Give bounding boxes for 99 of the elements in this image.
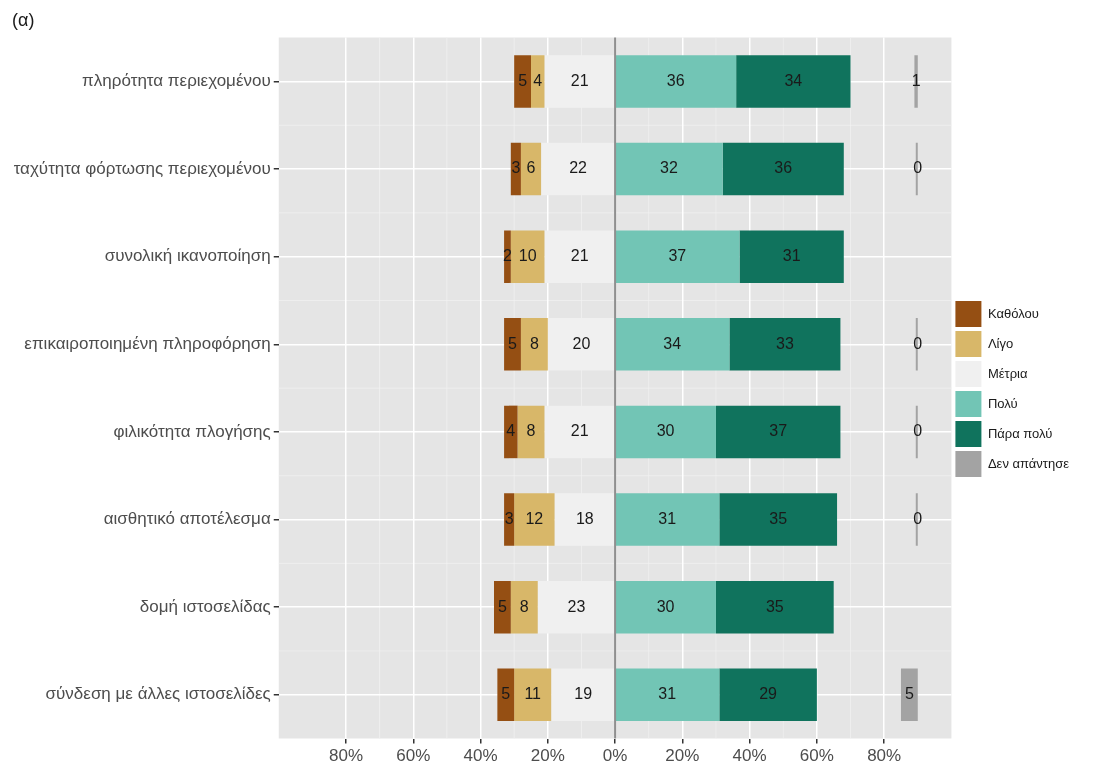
data-label: 32 bbox=[659, 159, 678, 177]
legend-label: Πάρα πολύ bbox=[987, 425, 1053, 441]
y-tick-label: συνολική ικανοποίηση bbox=[104, 246, 271, 266]
y-tick-label: φιλικότητα πλογήσης bbox=[113, 421, 271, 441]
bar bbox=[510, 580, 538, 634]
bar bbox=[900, 668, 918, 722]
data-label: 35 bbox=[769, 509, 788, 527]
data-label: 11 bbox=[524, 685, 542, 703]
data-label: 8 bbox=[519, 597, 529, 615]
data-label: 6 bbox=[526, 159, 536, 177]
bar bbox=[615, 142, 723, 196]
data-label: 21 bbox=[570, 422, 589, 440]
data-label: 1 bbox=[911, 71, 921, 89]
data-label: 23 bbox=[567, 597, 586, 615]
bar bbox=[615, 318, 730, 371]
data-label: 3 bbox=[511, 159, 521, 177]
bar bbox=[739, 230, 844, 283]
bar bbox=[494, 580, 511, 634]
x-tick-label: 20% bbox=[665, 746, 700, 766]
data-label: 37 bbox=[769, 422, 788, 440]
data-label: 37 bbox=[668, 247, 687, 265]
data-label: 35 bbox=[765, 597, 784, 615]
bar bbox=[722, 142, 844, 196]
data-label: 31 bbox=[658, 509, 677, 527]
data-label: 31 bbox=[658, 685, 677, 703]
bar bbox=[715, 580, 834, 634]
data-label: 33 bbox=[776, 334, 794, 352]
bar bbox=[520, 142, 542, 196]
bar bbox=[497, 668, 515, 722]
data-label: 8 bbox=[526, 422, 536, 440]
data-label: 0 bbox=[913, 159, 923, 177]
bar bbox=[615, 580, 716, 634]
data-label: 22 bbox=[569, 159, 588, 177]
data-label: 36 bbox=[666, 71, 685, 89]
data-label: 0 bbox=[913, 509, 923, 527]
bar bbox=[615, 230, 740, 283]
data-label: 5 bbox=[904, 685, 914, 703]
y-tick-label: πληρότητα περιεχομένου bbox=[82, 71, 271, 91]
bar bbox=[510, 230, 545, 283]
data-label: 5 bbox=[518, 71, 528, 89]
data-label: 18 bbox=[575, 509, 594, 527]
data-label: 3 bbox=[504, 509, 514, 527]
data-label: 12 bbox=[525, 509, 544, 527]
bar bbox=[736, 55, 851, 108]
bar bbox=[517, 405, 545, 459]
bar bbox=[615, 493, 720, 546]
data-label: 5 bbox=[501, 685, 511, 703]
data-label: 34 bbox=[663, 334, 682, 352]
data-label: 31 bbox=[782, 247, 801, 265]
x-tick-label: 40% bbox=[463, 746, 498, 766]
bar bbox=[729, 318, 841, 371]
data-label: 30 bbox=[656, 422, 675, 440]
data-label: 5 bbox=[497, 597, 507, 615]
text: (α) bbox=[12, 9, 35, 30]
data-label: 21 bbox=[570, 247, 589, 265]
data-label: 0 bbox=[913, 422, 923, 440]
data-label: 4 bbox=[506, 422, 516, 440]
x-tick-label: 80% bbox=[329, 746, 364, 766]
data-label: 5 bbox=[508, 334, 518, 352]
bar bbox=[504, 318, 521, 371]
bar bbox=[615, 55, 737, 108]
x-tick-label: 80% bbox=[867, 746, 902, 766]
data-label: 34 bbox=[784, 71, 803, 89]
bar bbox=[719, 668, 817, 722]
bar bbox=[514, 668, 552, 722]
x-tick-label: 0% bbox=[602, 746, 628, 766]
bar bbox=[719, 493, 838, 546]
data-label: 20 bbox=[572, 334, 591, 352]
x-tick-label: 60% bbox=[799, 746, 834, 766]
bar bbox=[504, 405, 518, 459]
x-tick-label: 20% bbox=[530, 746, 565, 766]
data-label: 19 bbox=[574, 685, 593, 703]
x-tick-label: 40% bbox=[732, 746, 767, 766]
data-label: 30 bbox=[656, 597, 675, 615]
legend-label: Λίγο bbox=[987, 335, 1014, 351]
data-label: 4 bbox=[533, 71, 543, 89]
data-label: 36 bbox=[774, 159, 793, 177]
x-tick-label: 60% bbox=[396, 746, 431, 766]
bar bbox=[514, 55, 531, 108]
legend-label: Μέτρια bbox=[987, 365, 1028, 381]
legend-label: Καθόλου bbox=[987, 305, 1039, 321]
y-tick-label: αισθητικό αποτέλεσμα bbox=[103, 509, 271, 529]
data-label: 21 bbox=[570, 71, 589, 89]
bar bbox=[715, 405, 841, 459]
y-tick-label: επικαιροποιημένη πληροφόρηση bbox=[24, 333, 271, 353]
y-tick-label: ταχύτητα φόρτωσης περιεχομένου bbox=[13, 158, 271, 178]
data-label: 8 bbox=[529, 334, 539, 352]
y-tick-label: σύνδεση με άλλες ιστοσελίδες bbox=[45, 684, 271, 704]
y-tick-label: δομή ιστοσελίδας bbox=[139, 596, 271, 616]
bar bbox=[615, 668, 720, 722]
legend-label: Πολύ bbox=[987, 395, 1018, 411]
data-label: 10 bbox=[518, 247, 537, 265]
bar bbox=[520, 318, 548, 371]
data-label: 29 bbox=[759, 685, 778, 703]
bar bbox=[615, 405, 716, 459]
bar bbox=[514, 493, 555, 546]
legend-label: Δεν απάντησε bbox=[987, 455, 1070, 471]
bar bbox=[914, 55, 918, 108]
data-label: 0 bbox=[913, 334, 923, 352]
